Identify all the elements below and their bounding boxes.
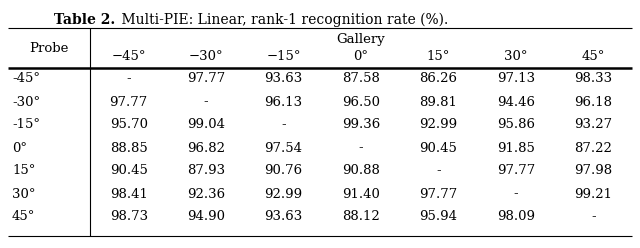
Text: −30°: −30° xyxy=(189,51,223,63)
Text: 15°: 15° xyxy=(427,51,450,63)
Text: 96.13: 96.13 xyxy=(264,95,303,109)
Text: −15°: −15° xyxy=(266,51,301,63)
Text: 87.22: 87.22 xyxy=(574,142,612,155)
Text: 93.63: 93.63 xyxy=(264,72,303,86)
Text: 92.36: 92.36 xyxy=(187,187,225,200)
Text: 99.21: 99.21 xyxy=(574,187,612,200)
Text: 99.04: 99.04 xyxy=(187,119,225,131)
Text: 89.81: 89.81 xyxy=(419,95,458,109)
Text: 98.73: 98.73 xyxy=(109,211,148,223)
Text: 97.13: 97.13 xyxy=(497,72,535,86)
Text: 94.90: 94.90 xyxy=(187,211,225,223)
Text: 94.46: 94.46 xyxy=(497,95,535,109)
Text: −45°: −45° xyxy=(111,51,146,63)
Text: -: - xyxy=(513,187,518,200)
Text: 98.09: 98.09 xyxy=(497,211,535,223)
Text: 96.18: 96.18 xyxy=(574,95,612,109)
Text: 88.12: 88.12 xyxy=(342,211,380,223)
Text: 45°: 45° xyxy=(12,211,35,223)
Text: 95.86: 95.86 xyxy=(497,119,535,131)
Text: 97.77: 97.77 xyxy=(187,72,225,86)
Text: 97.77: 97.77 xyxy=(109,95,148,109)
Text: Probe: Probe xyxy=(29,42,68,55)
Text: 99.36: 99.36 xyxy=(342,119,380,131)
Text: -: - xyxy=(204,95,209,109)
Text: 90.45: 90.45 xyxy=(419,142,458,155)
Text: 98.33: 98.33 xyxy=(574,72,612,86)
Text: 97.77: 97.77 xyxy=(419,187,458,200)
Text: 97.98: 97.98 xyxy=(574,164,612,178)
Text: 90.45: 90.45 xyxy=(110,164,148,178)
Text: -15°: -15° xyxy=(12,119,40,131)
Text: 92.99: 92.99 xyxy=(419,119,458,131)
Text: Table 2.: Table 2. xyxy=(54,13,115,27)
Text: 97.77: 97.77 xyxy=(497,164,535,178)
Text: 86.26: 86.26 xyxy=(419,72,458,86)
Text: 96.82: 96.82 xyxy=(187,142,225,155)
Text: Gallery: Gallery xyxy=(337,33,385,47)
Text: 98.41: 98.41 xyxy=(110,187,148,200)
Text: 90.88: 90.88 xyxy=(342,164,380,178)
Text: 87.58: 87.58 xyxy=(342,72,380,86)
Text: 88.85: 88.85 xyxy=(110,142,148,155)
Text: 97.54: 97.54 xyxy=(264,142,303,155)
Text: 45°: 45° xyxy=(582,51,605,63)
Text: 95.94: 95.94 xyxy=(419,211,458,223)
Text: 96.50: 96.50 xyxy=(342,95,380,109)
Text: -30°: -30° xyxy=(12,95,40,109)
Text: 30°: 30° xyxy=(504,51,527,63)
Text: 91.85: 91.85 xyxy=(497,142,535,155)
Text: 91.40: 91.40 xyxy=(342,187,380,200)
Text: 0°: 0° xyxy=(353,51,369,63)
Text: -: - xyxy=(127,72,131,86)
Text: 93.63: 93.63 xyxy=(264,211,303,223)
Text: 30°: 30° xyxy=(12,187,35,200)
Text: -: - xyxy=(436,164,441,178)
Text: 0°: 0° xyxy=(12,142,27,155)
Text: Multi-PIE: Linear, rank-1 recognition rate (%).: Multi-PIE: Linear, rank-1 recognition ra… xyxy=(104,13,448,27)
Text: 90.76: 90.76 xyxy=(264,164,303,178)
Text: 95.70: 95.70 xyxy=(109,119,148,131)
Text: 87.93: 87.93 xyxy=(187,164,225,178)
Text: -45°: -45° xyxy=(12,72,40,86)
Text: -: - xyxy=(591,211,596,223)
Text: -: - xyxy=(358,142,364,155)
Text: -: - xyxy=(281,119,286,131)
Text: 92.99: 92.99 xyxy=(264,187,303,200)
Text: 15°: 15° xyxy=(12,164,35,178)
Text: 93.27: 93.27 xyxy=(574,119,612,131)
